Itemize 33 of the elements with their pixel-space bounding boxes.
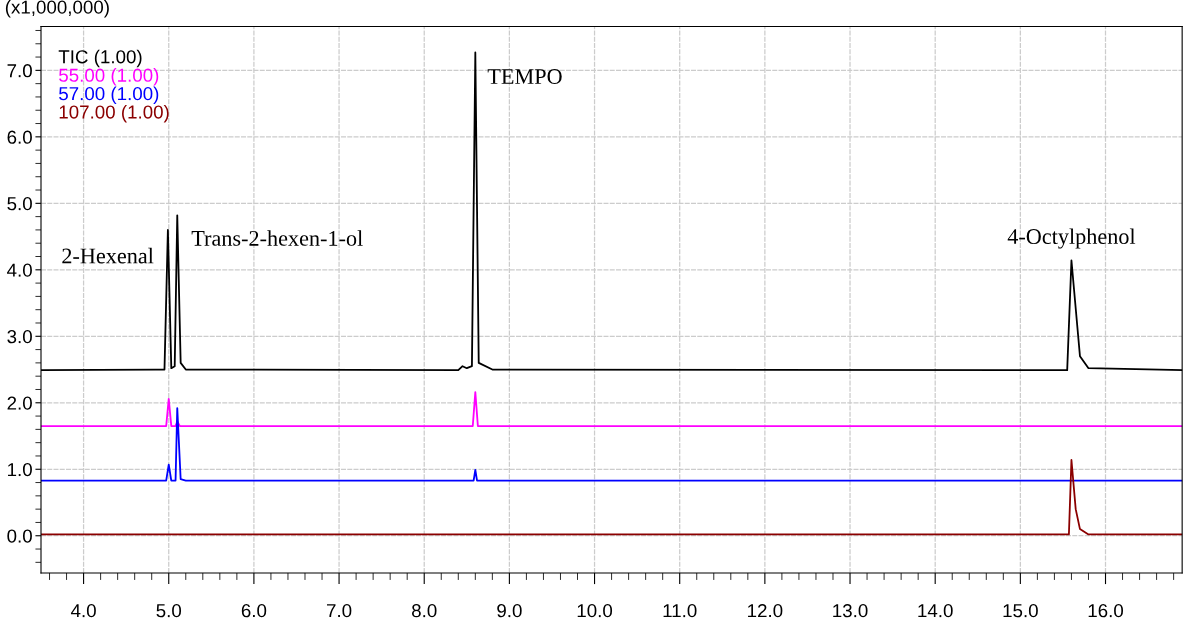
- y-tick-label: 3.0: [7, 330, 32, 344]
- y-tick-label: 6.0: [7, 130, 32, 144]
- x-tick-label: 14.0: [918, 604, 953, 618]
- y-tick-label: 7.0: [7, 64, 32, 78]
- x-tick-label: 13.0: [833, 604, 868, 618]
- x-tick-label: 10.0: [577, 604, 613, 618]
- x-tick-label: 16.0: [1088, 604, 1124, 618]
- text: 55.00 (1.00): [59, 68, 159, 86]
- x-tick-label: 9.0: [497, 604, 522, 618]
- y-axis-title: (x1,000,000): [5, 0, 109, 18]
- line-series: [41, 391, 1183, 427]
- line-series: [41, 459, 1183, 536]
- annotation: 4-Octylphenol: [1007, 228, 1136, 249]
- y-tick-label: 5.0: [7, 197, 32, 211]
- y-tick-label: 1.0: [8, 462, 32, 477]
- x-tick-label: 11.0: [663, 604, 697, 618]
- y-tick-label: 2.0: [7, 396, 32, 410]
- x-tick-label: 12.0: [748, 604, 783, 618]
- annotation: TEMPO: [487, 69, 562, 84]
- x-tick-label: 15.0: [1003, 604, 1038, 618]
- x-tick-label: 5.0: [156, 604, 182, 618]
- x-tick-label: 4.0: [70, 604, 96, 618]
- line-series: [41, 407, 1183, 482]
- x-tick-label: 7.0: [326, 604, 352, 618]
- annotation: Trans-2-hexen-1-ol: [191, 230, 363, 246]
- x-tick-label: 8.0: [412, 604, 437, 618]
- annotation: 2-Hexenal: [62, 247, 154, 264]
- y-tick-label: 0.0: [7, 529, 32, 543]
- text: TIC (1.00): [58, 49, 142, 68]
- y-tick-label: 4.0: [7, 263, 32, 277]
- x-tick-label: 6.0: [241, 604, 267, 618]
- text: 57.00 (1.00): [59, 86, 159, 104]
- text: 107.00 (1.00): [59, 104, 169, 123]
